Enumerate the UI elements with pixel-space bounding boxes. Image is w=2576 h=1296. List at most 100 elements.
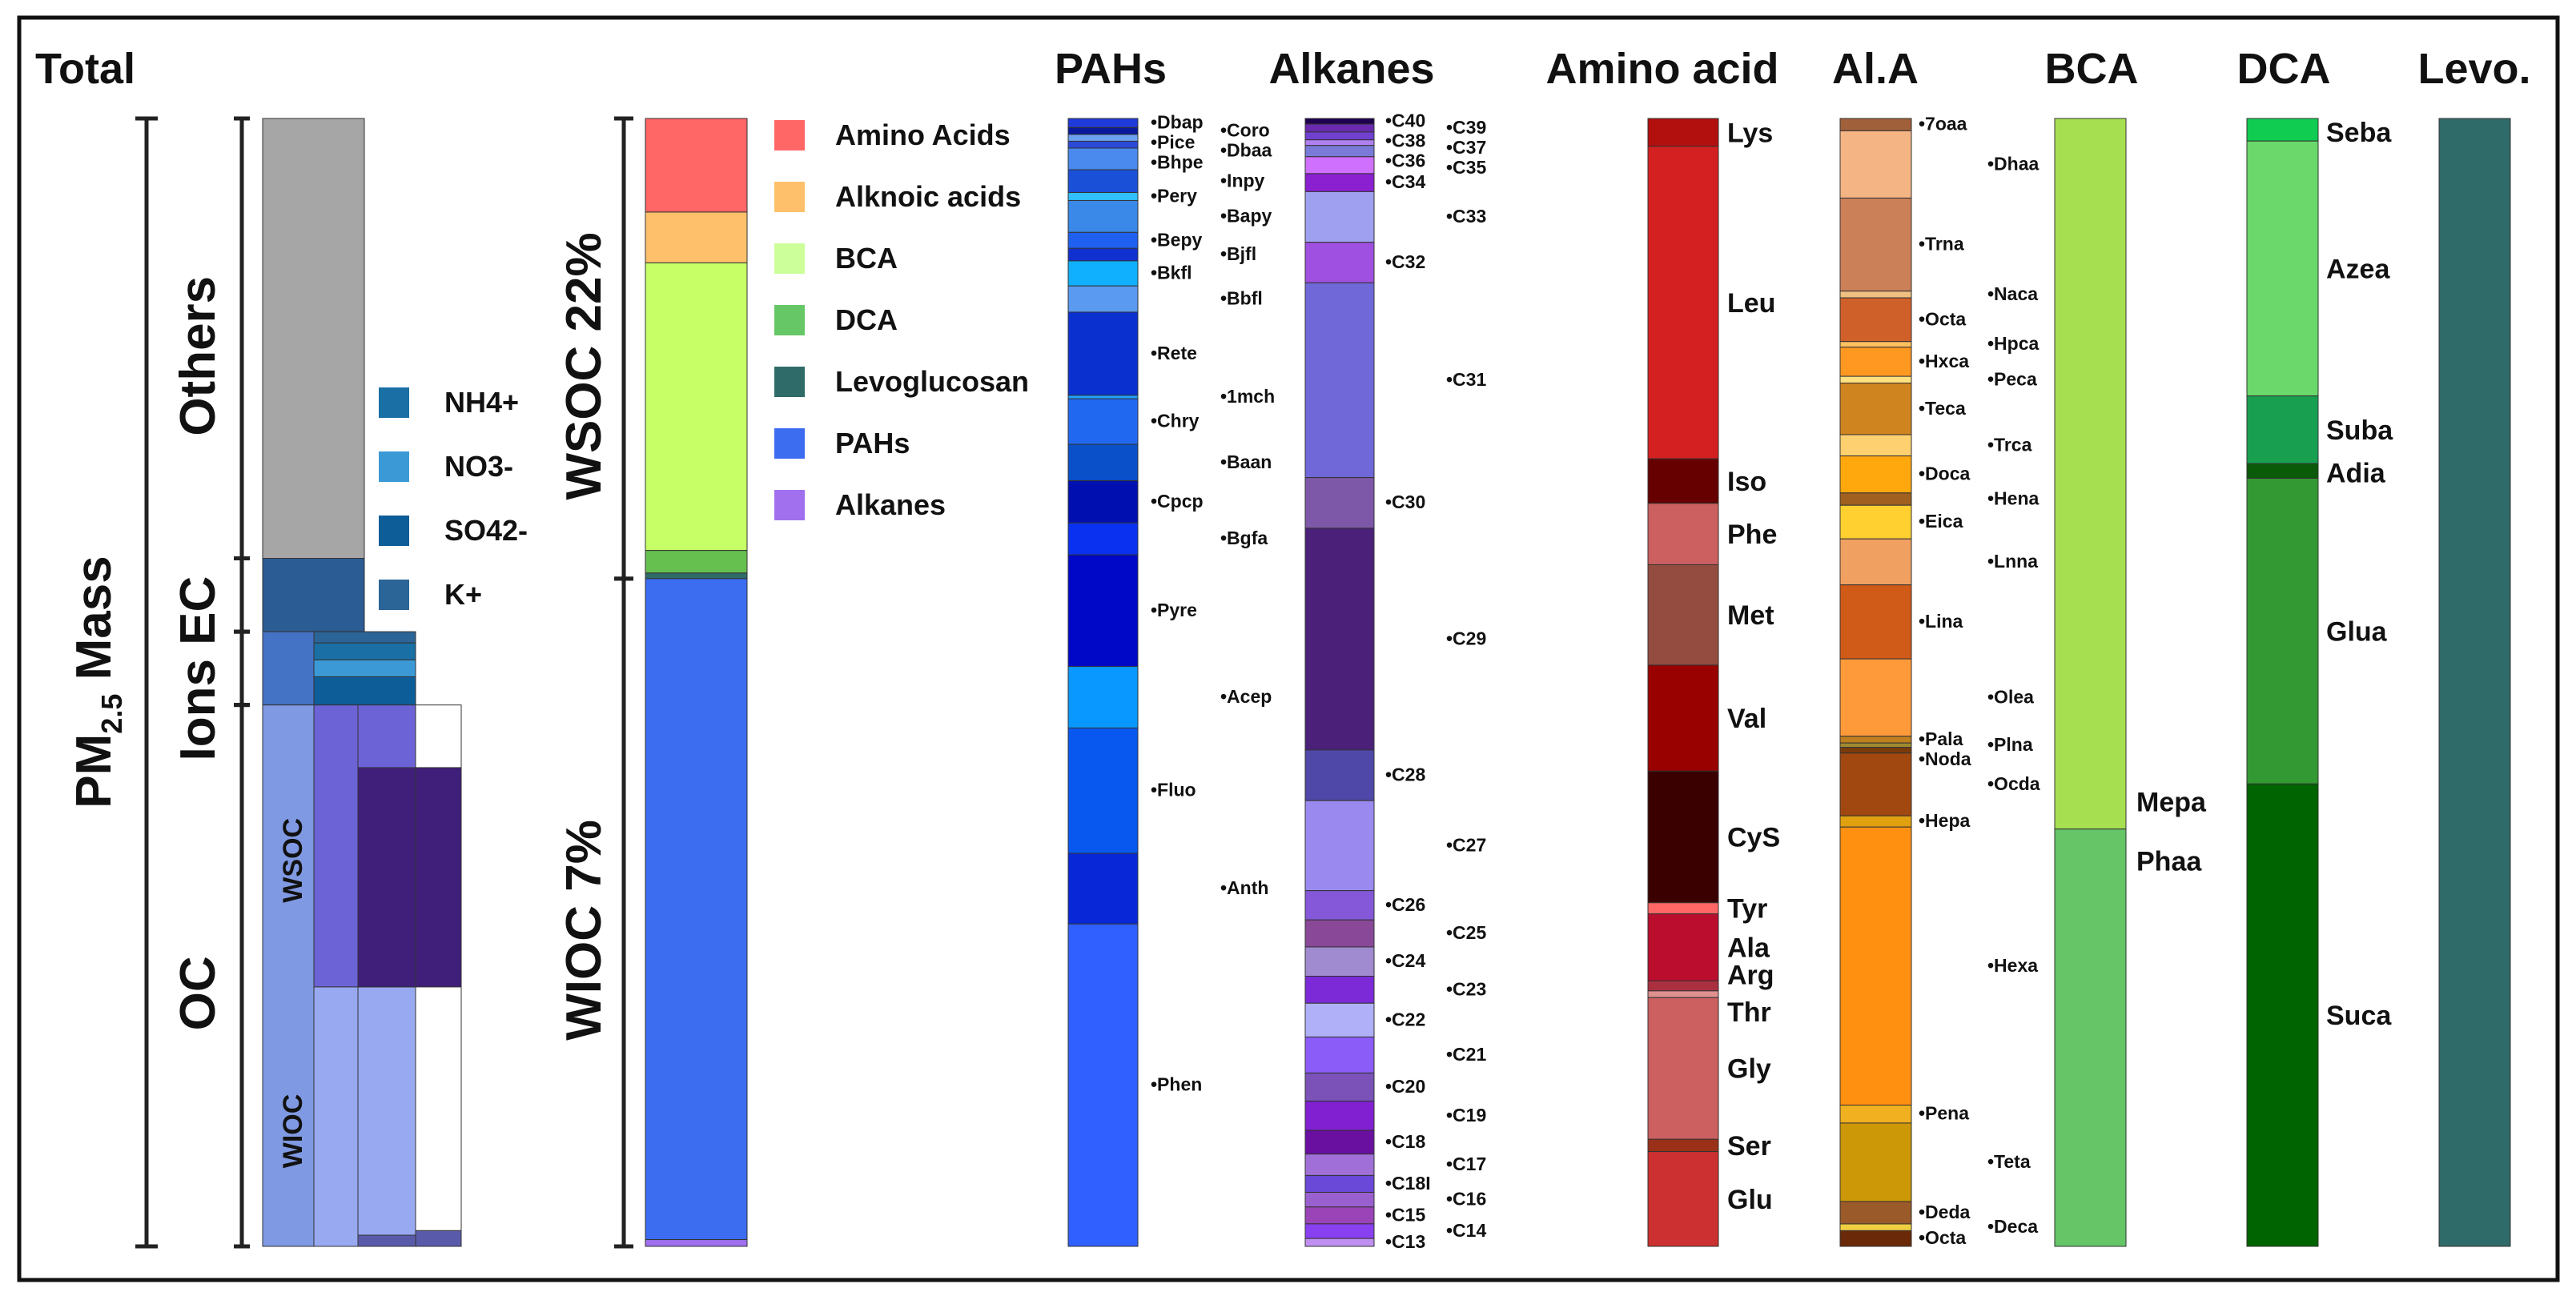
alk-label-c38: •C38 — [1385, 130, 1425, 151]
wsoc-alkanes-block — [357, 767, 416, 988]
pah-label-r-bjfl: •Bjfl — [1220, 243, 1256, 264]
legend-swatch-bca — [774, 243, 805, 274]
pah-label-r-bbfl: •Bbfl — [1220, 288, 1263, 309]
ala-label-r-teta: •Teta — [1987, 1151, 2031, 1172]
dca-label-suba: Suba — [2326, 415, 2393, 446]
alk-label-c28: •C28 — [1385, 764, 1425, 785]
pah-seg-cpcp — [1067, 480, 1139, 524]
ala-seg-doca — [1839, 455, 1912, 494]
amino-seg-iso — [1647, 458, 1719, 504]
ion-seg-nh4 — [313, 642, 416, 660]
alk-seg-c40 — [1304, 118, 1375, 125]
ala-label-teca: •Teca — [1919, 398, 1966, 419]
pah-seg-bgfa — [1067, 522, 1139, 556]
alk-seg-c38 — [1304, 131, 1375, 141]
dca-label-suca: Suca — [2326, 1001, 2392, 1031]
pah-label-bkfl: •Bkfl — [1151, 263, 1192, 283]
pah-seg-bkfl — [1067, 260, 1139, 287]
pah-seg-phen — [1067, 923, 1139, 1247]
legend-swatch-aminoacids — [774, 120, 805, 150]
amino-seg-val — [1647, 664, 1719, 772]
amino-label-ser: Ser — [1727, 1131, 1771, 1162]
ion-seg-k — [313, 631, 416, 644]
ala-seg-pena — [1839, 1105, 1912, 1124]
ala-seg-trna — [1839, 197, 1912, 292]
amino-seg-phe — [1647, 503, 1719, 565]
ala-seg-dhaa — [1839, 130, 1912, 199]
oc-split-wioc — [313, 986, 359, 1247]
wsoc-detail-rest — [415, 704, 462, 768]
dca-label-seba: Seba — [2326, 118, 2392, 148]
ala-seg-olea — [1839, 658, 1912, 737]
dca-seg-azea — [2246, 140, 2319, 397]
alk-seg-c33 — [1304, 191, 1375, 243]
pah-label-bhpe: •Bhpe — [1151, 152, 1204, 173]
bca-seg-mepa — [2054, 118, 2127, 830]
dca-label-adia: Adia — [2326, 458, 2386, 488]
ala-label-octa: •Octa — [1919, 308, 1966, 329]
pah-seg-bbfl — [1067, 285, 1139, 313]
pah-seg-inpy — [1067, 169, 1139, 194]
class-bar-dca — [645, 550, 748, 574]
amino-label-ala: Ala — [1727, 933, 1770, 963]
alk-label-c15: •C15 — [1385, 1204, 1425, 1225]
dca-label-azea: Azea — [2326, 254, 2390, 284]
dca-seg-adia — [2246, 463, 2319, 479]
pah-seg-rete — [1067, 311, 1139, 396]
pm-bar-ec — [262, 558, 365, 632]
ala-label-r-hena: •Hena — [1987, 488, 2040, 509]
header-dca: DCA — [2237, 45, 2331, 93]
pm25-mass-label: PM2.5 Mass — [66, 556, 128, 808]
wsoc-detail-alkanes — [415, 767, 462, 988]
wioc-vertical-label: WIOC — [278, 1094, 308, 1169]
ion-seg-so42 — [313, 676, 416, 706]
ala-seg-peca — [1839, 375, 1912, 384]
oc-bracket — [234, 703, 250, 1249]
wioc-pahs-block — [357, 1234, 416, 1247]
pah-seg-dbaa — [1067, 140, 1139, 149]
ala-label-r-naca: •Naca — [1987, 283, 2038, 304]
legend-swatch-alkanes — [774, 490, 805, 520]
class-bar-bca — [645, 262, 748, 552]
amino-label-leu: Leu — [1727, 288, 1775, 319]
pah-label-r-inpy: •Inpy — [1220, 170, 1265, 191]
alk-label-c30: •C30 — [1385, 492, 1425, 512]
alk-label-r-c31: •C31 — [1446, 369, 1486, 390]
wsoc-vertical-label: WSOC — [278, 818, 308, 903]
wioc-bracket — [614, 576, 633, 1249]
amino-seg-ser — [1647, 1138, 1719, 1153]
alk-label-r-c16: •C16 — [1446, 1189, 1486, 1210]
amino-label-met: Met — [1727, 600, 1774, 631]
legend-swatch-pahs — [774, 428, 805, 459]
pah-label-pice: •Pice — [1151, 132, 1195, 153]
ala-seg-naca — [1839, 291, 1912, 299]
ala-label-deda: •Deda — [1919, 1202, 1971, 1222]
chart-layer: Total PAHs Alkanes Amino acid Al.A BCA DCA Levo… — [35, 45, 2531, 1252]
alk-label-r-c29: •C29 — [1446, 628, 1486, 648]
pah-label-r-anth: •Anth — [1220, 877, 1268, 898]
ala-seg-hxca — [1839, 347, 1912, 377]
pm-bracket — [135, 116, 158, 1249]
legend-label-pahs: PAHs — [835, 427, 910, 459]
pah-seg-bjfl — [1067, 247, 1139, 262]
pah-seg-coro — [1067, 126, 1139, 135]
ala-seg-deca — [1839, 1223, 1912, 1231]
ala-label-trna: •Trna — [1919, 234, 1964, 255]
levo-seg-levoglucosan — [2438, 118, 2511, 1247]
alk-label-r-c33: •C33 — [1446, 206, 1486, 227]
alk-label-c18: •C18 — [1385, 1131, 1425, 1152]
alk-seg-c20 — [1304, 1072, 1375, 1102]
alk-label-c24: •C24 — [1385, 950, 1425, 971]
header-total: Total — [35, 45, 135, 93]
ala-label-pena: •Pena — [1919, 1103, 1969, 1124]
ala-label-7oaa: •7oaa — [1919, 114, 1967, 134]
dca-seg-seba — [2246, 118, 2319, 142]
ala-label-noda: •Noda — [1919, 748, 1971, 769]
alk-seg-c28 — [1304, 749, 1375, 801]
pah-seg-chry — [1067, 398, 1139, 445]
alk-seg-c18i — [1304, 1174, 1375, 1194]
pah-label-chry: •Chry — [1151, 411, 1200, 431]
wsoc-percent-label: WSOC 22% — [557, 232, 612, 500]
ala-label-r-lnna: •Lnna — [1987, 551, 2038, 572]
ala-label-r-ocda: •Ocda — [1987, 773, 2040, 794]
